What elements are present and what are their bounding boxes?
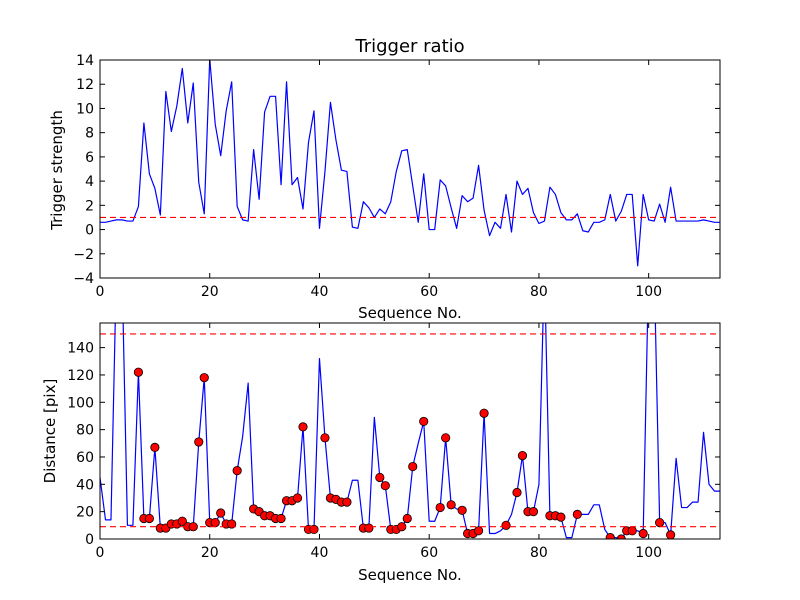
- data-point: [446, 500, 456, 510]
- top-plot-area: 0 20 40 60 80 100 −4 −2 0 2 4 6 8 10 12 14: [73, 53, 721, 300]
- y-tick-label: 20: [76, 505, 94, 521]
- data-point: [276, 513, 286, 524]
- x-tick-label: 0: [96, 284, 105, 300]
- top-chart-title: Trigger ratio: [354, 36, 464, 57]
- y-tick-label: 60: [76, 450, 94, 466]
- data-point: [216, 508, 226, 518]
- series-group: [100, 60, 720, 267]
- series-line: [100, 323, 720, 539]
- data-point: [232, 466, 242, 476]
- data-point: [227, 519, 237, 529]
- top-y-axis-label: Trigger strength: [48, 110, 66, 231]
- data-point: [605, 533, 615, 539]
- data-point: [473, 526, 484, 536]
- x-tick-label: 60: [420, 284, 438, 300]
- y-tick-label: 4: [85, 174, 94, 190]
- data-point: [419, 416, 429, 427]
- data-point: [528, 507, 539, 517]
- y-tick-label: 0: [85, 223, 94, 239]
- y-tick-label: −2: [73, 247, 94, 263]
- data-point: [133, 367, 144, 377]
- data-point: [144, 513, 154, 524]
- bottom-y-axis-label: Distance [pix]: [41, 379, 59, 484]
- data-point: [479, 408, 489, 418]
- data-point: [309, 524, 319, 535]
- data-point: [627, 526, 637, 536]
- x-tick-label: 20: [201, 545, 219, 561]
- data-point: [501, 520, 511, 530]
- data-point: [517, 451, 528, 461]
- y-tick-label: 14: [76, 53, 94, 69]
- y-tick-label: 120: [67, 368, 94, 384]
- axes-frame: [99, 322, 721, 540]
- data-point: [364, 523, 374, 533]
- data-point: [150, 442, 160, 453]
- trigger-ratio-axes: Trigger ratio Sequence No. Trigger stren…: [48, 36, 721, 322]
- y-tick-label: 12: [76, 77, 94, 93]
- axes-frame: [99, 59, 721, 279]
- y-tick-label: −4: [73, 271, 94, 287]
- x-tick-label: 0: [96, 545, 105, 561]
- y-tick-label: 8: [85, 126, 94, 142]
- data-point: [210, 517, 220, 528]
- series-line: [100, 60, 720, 267]
- y-tick-label: 0: [85, 532, 94, 548]
- y-tick-label: 2: [85, 198, 94, 214]
- x-tick-label: 40: [311, 284, 329, 300]
- x-tick-label: 40: [311, 545, 329, 561]
- data-point: [298, 422, 308, 432]
- data-point: [375, 472, 385, 483]
- data-point: [666, 530, 676, 539]
- series-group: [100, 323, 720, 539]
- data-point: [512, 487, 522, 498]
- x-tick-label: 100: [635, 284, 662, 300]
- data-point: [292, 493, 303, 503]
- x-tick-label: 80: [530, 284, 548, 300]
- data-point: [402, 513, 412, 524]
- data-point: [441, 433, 451, 443]
- y-tick-label: 80: [76, 423, 94, 439]
- data-point: [457, 505, 467, 515]
- x-tick-label: 80: [530, 545, 548, 561]
- y-tick-label: 10: [76, 101, 94, 117]
- x-tick-label: 100: [635, 545, 662, 561]
- data-point: [572, 509, 582, 519]
- data-point: [380, 481, 390, 491]
- data-point: [435, 502, 445, 513]
- x-tick-label: 60: [420, 545, 438, 561]
- data-point: [556, 512, 566, 522]
- y-tick-label: 140: [67, 341, 94, 357]
- y-tick-label: 6: [85, 150, 94, 166]
- data-point: [194, 437, 204, 447]
- data-point: [199, 373, 209, 383]
- y-tick-label: 100: [67, 395, 94, 411]
- data-point: [655, 517, 665, 528]
- bottom-plot-area: 0 20 40 60 80 100 0 20 40 60 80 100 120 140: [67, 322, 721, 561]
- y-tick-label: 40: [76, 477, 94, 493]
- x-tick-label: 20: [201, 284, 219, 300]
- data-point: [408, 461, 418, 472]
- top-x-axis-label: Sequence No.: [358, 304, 462, 322]
- distance-axes: Sequence No. Distance [pix] 0 20 40 60 80 100…: [41, 322, 721, 584]
- data-point: [177, 516, 187, 526]
- data-point: [638, 528, 648, 539]
- data-point: [342, 497, 352, 507]
- data-point: [320, 433, 330, 443]
- bottom-x-axis-label: Sequence No.: [358, 566, 462, 584]
